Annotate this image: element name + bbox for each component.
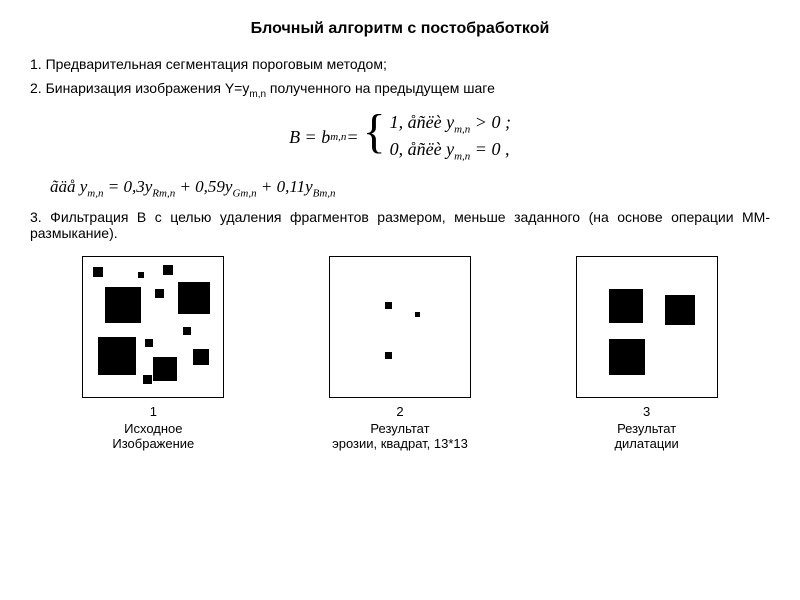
- step-1: 1. Предварительная сегментация пороговым…: [30, 56, 770, 72]
- square-shape: [93, 267, 103, 277]
- gde-c: + 0,11y: [257, 177, 313, 196]
- case1-sub: m,n: [454, 123, 470, 135]
- lhs-eq: =: [346, 127, 358, 148]
- lhs-sub: m,n: [330, 131, 346, 143]
- gde-formula: ãäå ym,n = 0,3yRm,n + 0,59yGm,n + 0,11yB…: [50, 177, 770, 199]
- diagram-box-1: [82, 256, 224, 398]
- formula-cases: 1, åñëè ym,n > 0 ; 0, åñëè ym,n = 0 ,: [390, 110, 511, 165]
- case1-pre: 1, åñëè y: [390, 112, 454, 132]
- gde-b: + 0,59y: [175, 177, 232, 196]
- gde-subR: Rm,n: [152, 187, 175, 199]
- cap2-num: 2: [332, 404, 468, 419]
- square-shape: [138, 272, 144, 278]
- step-2-pre: 2. Бинаризация изображения Y=y: [30, 80, 249, 96]
- cap2-l2: эрозии, квадрат, 13*13: [332, 436, 468, 451]
- case2-pre: 0, åñëè y: [390, 139, 454, 159]
- gde-subG: Gm,n: [232, 187, 256, 199]
- step-2-post: полученного на предыдущем шаге: [266, 80, 495, 96]
- step-2: 2. Бинаризация изображения Y=ym,n получе…: [30, 80, 770, 100]
- square-shape: [609, 289, 643, 323]
- square-shape: [415, 312, 420, 317]
- square-shape: [385, 352, 392, 359]
- square-shape: [145, 339, 153, 347]
- case1-post: > 0 ;: [470, 112, 511, 132]
- square-shape: [153, 357, 177, 381]
- case2-sub: m,n: [454, 151, 470, 163]
- square-shape: [163, 265, 173, 275]
- caption-1: 1 Исходное Изображение: [112, 404, 194, 451]
- square-shape: [183, 327, 191, 335]
- gde-sub1: m,n: [87, 187, 103, 199]
- cap1-num: 1: [112, 404, 194, 419]
- step-2-sub: m,n: [249, 89, 266, 100]
- panel-1: 1 Исходное Изображение: [82, 256, 224, 451]
- formula-lhs: B = bm,n =: [289, 110, 359, 165]
- page-title: Блочный алгоритм с постобработкой: [30, 20, 770, 38]
- square-shape: [105, 287, 141, 323]
- caption-3: 3 Результат дилатации: [614, 404, 678, 451]
- square-shape: [665, 295, 695, 325]
- square-shape: [143, 375, 152, 384]
- lhs-B: B = b: [289, 127, 330, 148]
- caption-2: 2 Результат эрозии, квадрат, 13*13: [332, 404, 468, 451]
- gde-subB: Bm,n: [313, 187, 336, 199]
- gde-pre: ãäå y: [50, 177, 87, 196]
- square-shape: [155, 289, 164, 298]
- diagram-box-3: [576, 256, 718, 398]
- diagram-box-2: [329, 256, 471, 398]
- case2-post: = 0 ,: [470, 139, 509, 159]
- square-shape: [385, 302, 392, 309]
- gde-a: = 0,3y: [104, 177, 153, 196]
- panel-2: 2 Результат эрозии, квадрат, 13*13: [329, 256, 471, 451]
- step-3: 3. Фильтрация B с целью удаления фрагмен…: [30, 209, 770, 241]
- panel-3: 3 Результат дилатации: [576, 256, 718, 451]
- brace-icon: {: [363, 110, 386, 165]
- cap1-l2: Изображение: [112, 436, 194, 451]
- square-shape: [193, 349, 209, 365]
- formula-block: B = bm,n = { 1, åñëè ym,n > 0 ; 0, åñëè …: [30, 110, 770, 165]
- case-1: 1, åñëè ym,n > 0 ;: [390, 110, 511, 138]
- cap1-l1: Исходное: [112, 421, 194, 436]
- cap3-l1: Результат: [614, 421, 678, 436]
- cap2-l1: Результат: [332, 421, 468, 436]
- diagram-row: 1 Исходное Изображение 2 Результат эрози…: [30, 256, 770, 451]
- cap3-num: 3: [614, 404, 678, 419]
- square-shape: [178, 282, 210, 314]
- square-shape: [98, 337, 136, 375]
- case-2: 0, åñëè ym,n = 0 ,: [390, 137, 511, 165]
- square-shape: [609, 339, 645, 375]
- cap3-l2: дилатации: [614, 436, 678, 451]
